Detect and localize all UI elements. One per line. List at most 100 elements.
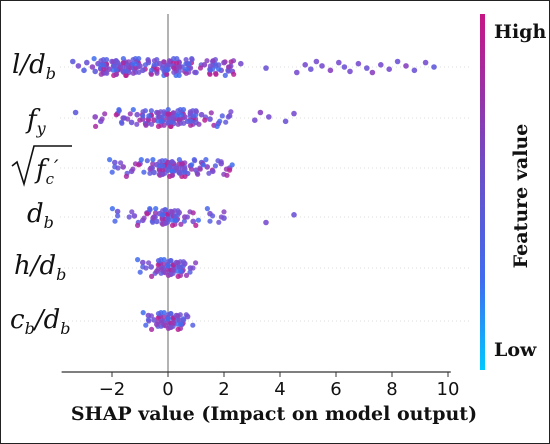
data-point bbox=[146, 113, 152, 119]
data-point bbox=[207, 67, 213, 73]
data-point bbox=[219, 113, 225, 119]
data-point bbox=[150, 219, 156, 225]
data-point bbox=[196, 121, 202, 127]
data-point bbox=[207, 63, 213, 69]
data-point bbox=[129, 209, 135, 215]
data-point bbox=[225, 68, 231, 74]
data-point bbox=[169, 222, 176, 228]
data-point bbox=[148, 264, 154, 270]
data-point bbox=[193, 260, 199, 266]
data-point bbox=[158, 323, 164, 329]
data-point bbox=[171, 69, 177, 75]
data-point bbox=[150, 215, 156, 221]
data-point bbox=[158, 319, 164, 325]
data-point bbox=[165, 111, 171, 117]
data-point bbox=[99, 116, 105, 122]
colorbar: High Low Feature value bbox=[480, 14, 546, 370]
data-point bbox=[143, 265, 149, 271]
data-point bbox=[140, 310, 146, 316]
data-point bbox=[224, 172, 230, 178]
data-point bbox=[137, 269, 143, 275]
data-point bbox=[131, 213, 138, 219]
data-point bbox=[149, 326, 155, 332]
data-point bbox=[172, 213, 178, 219]
data-point bbox=[190, 113, 196, 119]
data-point bbox=[175, 313, 181, 319]
data-points bbox=[70, 56, 437, 332]
data-point bbox=[183, 272, 190, 278]
data-point bbox=[160, 167, 166, 173]
data-point bbox=[212, 163, 218, 169]
data-point bbox=[109, 206, 115, 212]
data-point bbox=[121, 60, 127, 66]
data-point bbox=[133, 65, 139, 71]
data-point bbox=[126, 214, 132, 220]
data-point bbox=[168, 311, 174, 317]
data-point bbox=[149, 273, 155, 279]
data-point bbox=[91, 56, 97, 62]
data-point bbox=[134, 111, 140, 118]
x-tick-label: −2 bbox=[99, 379, 126, 400]
data-point bbox=[187, 109, 193, 115]
data-point bbox=[112, 159, 118, 166]
data-point bbox=[154, 218, 160, 225]
data-point bbox=[174, 60, 180, 66]
data-point bbox=[158, 118, 164, 124]
data-point bbox=[133, 61, 139, 67]
data-point bbox=[229, 162, 235, 168]
data-point bbox=[177, 64, 183, 70]
data-point bbox=[206, 170, 212, 176]
colorbar-title: Feature value bbox=[510, 124, 532, 269]
data-point bbox=[204, 58, 210, 64]
data-point bbox=[155, 311, 162, 317]
data-point bbox=[151, 317, 157, 323]
data-point bbox=[189, 162, 195, 168]
x-tick-label: 10 bbox=[437, 379, 460, 400]
data-point bbox=[104, 70, 110, 76]
data-point bbox=[172, 217, 178, 223]
data-point bbox=[168, 119, 174, 125]
data-point bbox=[195, 217, 201, 223]
data-point bbox=[118, 160, 124, 166]
data-point bbox=[225, 64, 232, 70]
data-point bbox=[98, 58, 104, 64]
data-point bbox=[161, 261, 167, 267]
data-point bbox=[213, 71, 219, 77]
data-point bbox=[207, 116, 213, 122]
data-point bbox=[98, 71, 104, 77]
feature-label-db: db bbox=[27, 199, 54, 232]
data-point bbox=[157, 159, 163, 165]
data-point bbox=[127, 111, 133, 117]
data-point bbox=[144, 211, 150, 217]
data-point bbox=[149, 67, 155, 73]
data-point bbox=[158, 270, 164, 276]
data-point bbox=[182, 169, 188, 175]
svg-text:fc′: fc′ bbox=[34, 155, 59, 188]
data-point bbox=[158, 114, 164, 120]
data-point bbox=[70, 58, 76, 65]
data-point bbox=[160, 163, 166, 169]
data-point bbox=[189, 57, 195, 63]
data-point bbox=[341, 64, 348, 70]
data-point bbox=[266, 114, 272, 120]
data-point bbox=[130, 107, 136, 113]
data-point bbox=[102, 111, 108, 117]
data-point bbox=[151, 58, 157, 64]
data-point bbox=[210, 58, 216, 64]
data-point bbox=[123, 173, 129, 179]
data-point bbox=[119, 120, 125, 126]
data-point bbox=[216, 66, 222, 72]
data-point bbox=[187, 269, 193, 275]
data-point bbox=[113, 71, 120, 77]
data-point bbox=[161, 310, 167, 316]
data-point bbox=[263, 65, 269, 71]
data-point bbox=[130, 57, 136, 63]
data-point bbox=[176, 157, 182, 163]
x-tick-label: 0 bbox=[162, 379, 173, 400]
data-point bbox=[147, 166, 153, 172]
data-point bbox=[188, 118, 194, 124]
data-point bbox=[167, 164, 173, 170]
feature-label-h-db: h/db bbox=[14, 251, 66, 284]
data-point bbox=[160, 212, 166, 218]
data-point bbox=[169, 168, 175, 174]
